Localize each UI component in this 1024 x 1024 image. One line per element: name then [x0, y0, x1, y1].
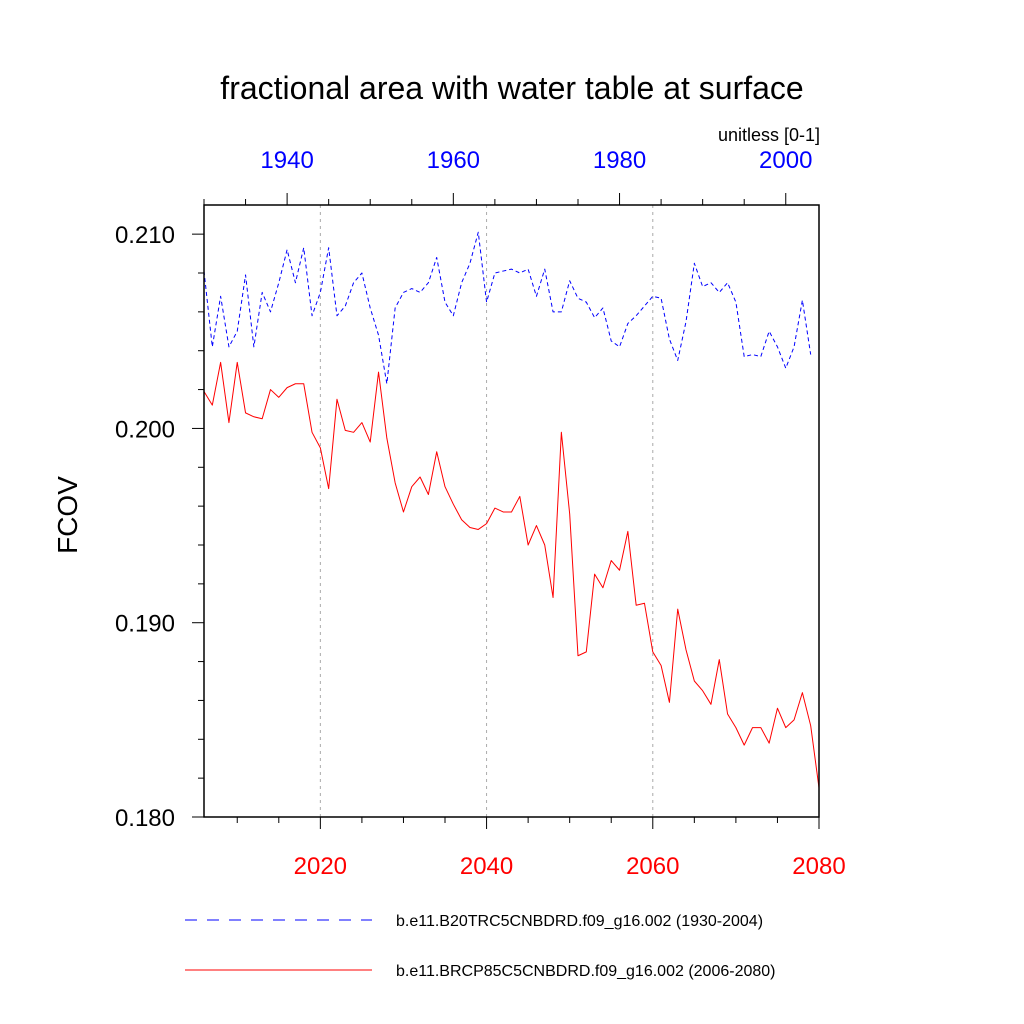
x-bottom-tick-label: 2040: [460, 853, 513, 880]
x-bottom-tick-label: 2080: [792, 853, 845, 880]
x-bottom-tick-label: 2020: [294, 853, 347, 880]
units-label: unitless [0-1]: [718, 125, 820, 145]
y-tick-label: 0.200: [115, 416, 175, 443]
chart-title: fractional area with water table at surf…: [220, 70, 803, 106]
x-bottom-tick-label: 2060: [626, 853, 679, 880]
axis-ticks: [192, 193, 820, 829]
series-line-rcp85: [203, 361, 820, 788]
x-top-tick-label: 1980: [593, 147, 646, 174]
grid: [319, 205, 654, 817]
legend-label-rcp85: b.e11.BRCP85C5CNBDRD.f09_g16.002 (2006-2…: [396, 963, 775, 980]
y-tick-label: 0.190: [115, 611, 175, 638]
series-line-historical: [203, 231, 812, 385]
x-top-tick-label: 1940: [260, 147, 313, 174]
tick-labels: 2020 2040 2060 2080 1940 1960 1980 2000 0.180 0.1…: [115, 147, 846, 880]
y-axis-label: FCOV: [52, 476, 83, 554]
legend-label-historical: b.e11.B20TRC5CNBDRD.f09_g16.002 (1930-20…: [396, 913, 763, 930]
x-top-tick-label: 1960: [427, 147, 480, 174]
y-tick-label: 0.210: [115, 222, 175, 249]
legend: b.e11.B20TRC5CNBDRD.f09_g16.002 (1930-20…: [185, 913, 775, 980]
x-top-tick-label: 2000: [759, 147, 812, 174]
series-layer: [203, 231, 820, 788]
plot-frame: [203, 204, 820, 818]
y-tick-label: 0.180: [115, 805, 175, 832]
